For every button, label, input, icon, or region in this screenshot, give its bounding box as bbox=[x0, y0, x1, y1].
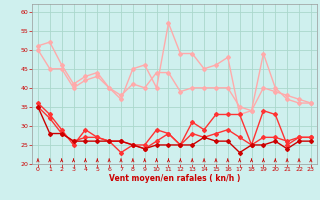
X-axis label: Vent moyen/en rafales ( kn/h ): Vent moyen/en rafales ( kn/h ) bbox=[109, 174, 240, 183]
